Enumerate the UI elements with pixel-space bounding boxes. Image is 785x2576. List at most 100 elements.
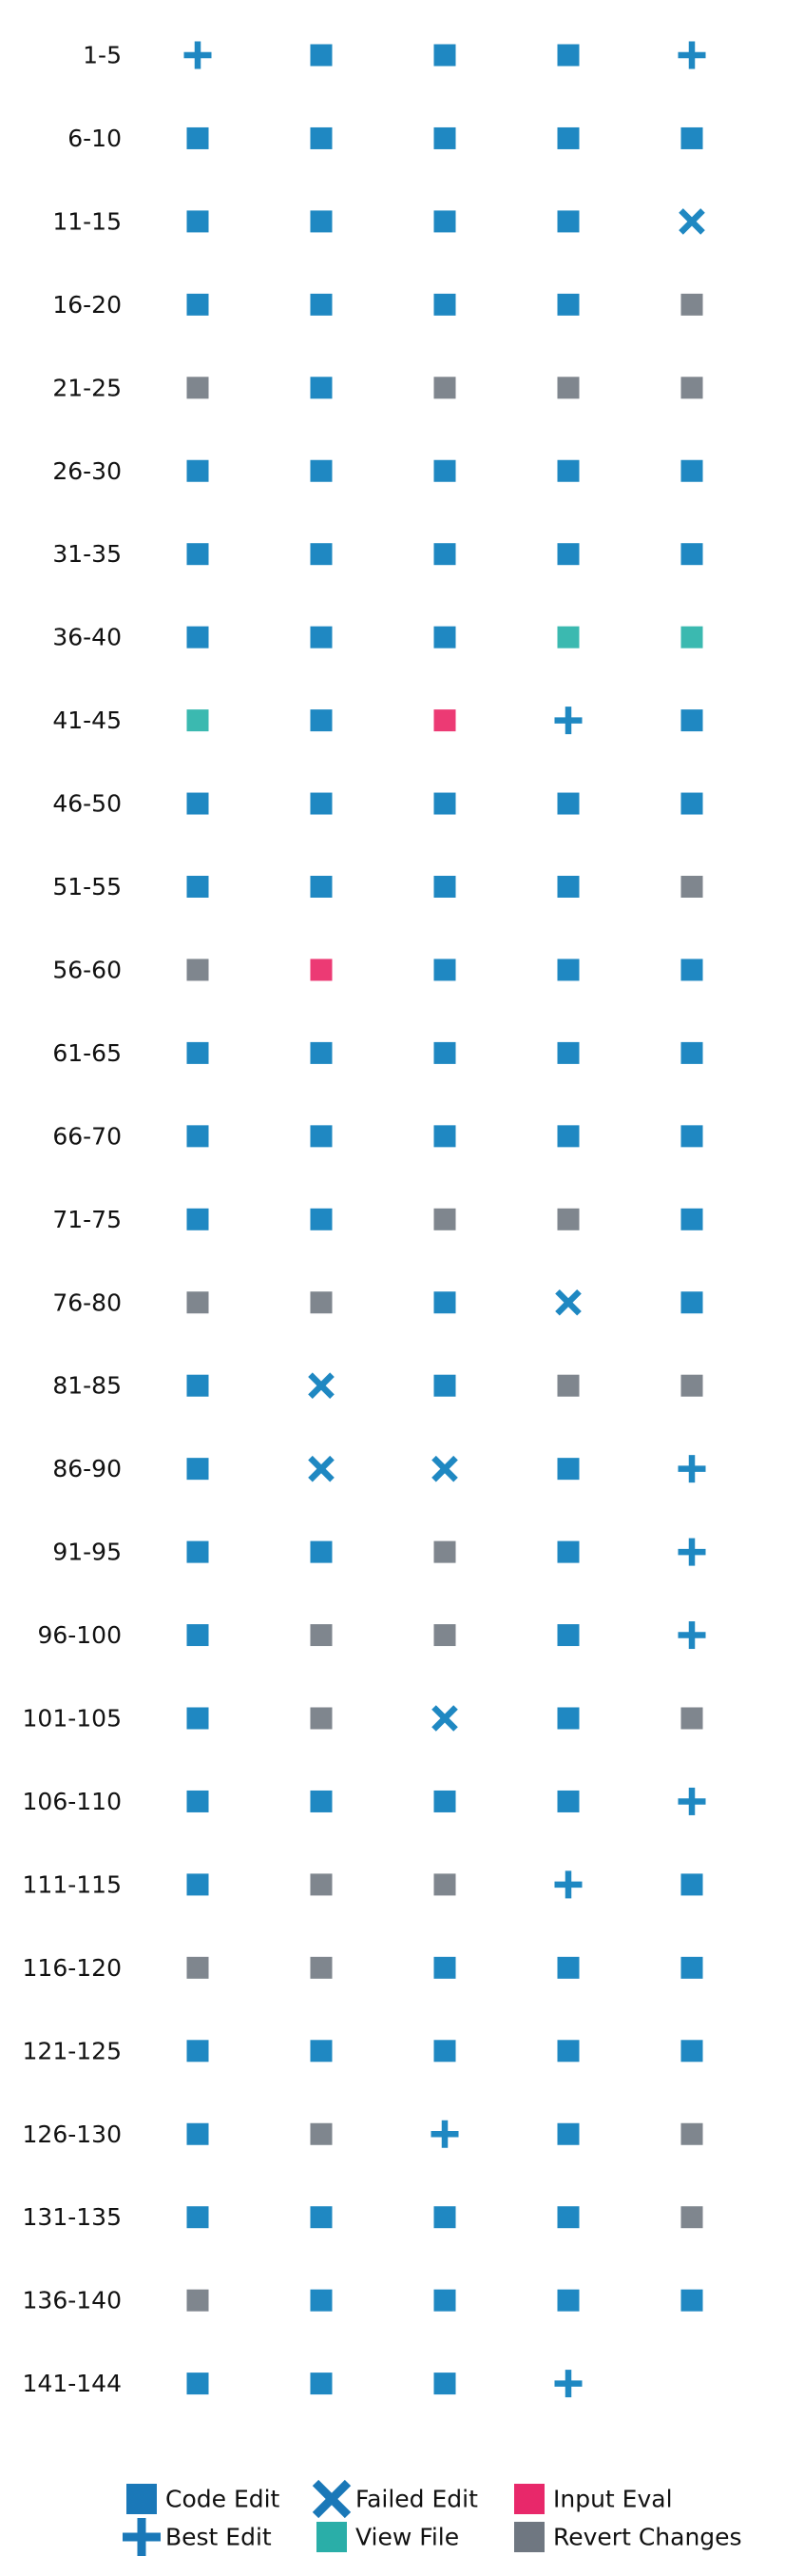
chart-rows: 1-5 6-10 11-15 16-20 21-25 26-30 31-35 36-40 41-… [23,41,706,2398]
cell-marker-revert [433,1873,456,1896]
row-label: 61-65 [52,1039,122,1067]
chart-row: 141-144 [23,2370,583,2398]
legend-marker-best [123,2518,161,2556]
cell-marker-revert [186,1291,209,1314]
cell-marker-code [433,1374,456,1397]
cell-marker-code [557,1790,580,1812]
cell-marker-revert [680,2122,703,2145]
row-label: 11-15 [52,207,122,235]
cell-marker-code [433,792,456,815]
cell-marker-code [310,210,333,233]
row-label: 86-90 [52,1455,122,1482]
cell-marker-code [680,792,703,815]
cell-marker-code [310,2289,333,2312]
cell-marker-code [186,2206,209,2229]
legend-item-failed: Failed Edit [312,2479,478,2519]
cell-marker-code [557,293,580,316]
cell-marker-code [557,1041,580,1064]
cell-marker-code [680,126,703,149]
chart-row: 31-35 [52,540,703,568]
cell-marker-code [310,709,333,732]
cell-marker-code [433,293,456,316]
cell-marker-code [433,626,456,649]
cell-marker-code [186,1790,209,1812]
cell-marker-code [433,2206,456,2229]
cell-marker-revert [433,1624,456,1647]
cell-marker-code [680,543,703,566]
cell-marker-code [557,1540,580,1563]
cell-marker-code [557,792,580,815]
cell-marker-code [557,126,580,149]
cell-marker-code [433,210,456,233]
cell-marker-code [310,44,333,67]
legend-item-best: Best Edit [123,2518,272,2556]
chart-row: 51-55 [52,873,703,901]
chart-row: 136-140 [23,2287,703,2315]
cell-marker-code [310,1208,333,1230]
cell-marker-code [186,792,209,815]
cell-marker-code [557,2040,580,2063]
cell-marker-code [310,1125,333,1148]
cell-marker-revert [433,1540,456,1563]
cell-marker-code [433,543,456,566]
cell-marker-code [680,1873,703,1896]
cell-marker-code [433,44,456,67]
cell-marker-code [310,1540,333,1563]
cell-marker-code [186,543,209,566]
cell-marker-view [557,626,580,649]
cell-marker-code [557,44,580,67]
legend-marker-revert [514,2522,545,2552]
cell-marker-code [186,293,209,316]
legend-marker-failed [312,2479,352,2519]
row-label: 111-115 [23,1870,122,1898]
row-label: 66-70 [52,1122,122,1150]
cell-marker-code [310,792,333,815]
cell-marker-code [310,626,333,649]
legend-item-view: View File [316,2522,459,2552]
cell-marker-code [186,1540,209,1563]
cell-marker-code [433,1291,456,1314]
chart-row: 16-20 [52,291,703,319]
cell-marker-code [680,1956,703,1979]
cell-marker-best [554,2370,583,2398]
cell-marker-failed [431,1455,458,1482]
chart-row: 56-60 [52,956,703,983]
cell-marker-revert [557,377,580,399]
cell-marker-code [433,959,456,981]
row-label: 36-40 [52,624,122,651]
cell-marker-best [678,1621,706,1650]
cell-marker-code [433,1790,456,1812]
cell-marker-input [310,959,333,981]
cell-marker-failed [308,1372,335,1399]
cell-marker-revert [557,1374,580,1397]
cell-marker-revert [186,2289,209,2312]
cell-marker-code [680,1208,703,1230]
cell-marker-code [186,1873,209,1896]
chart-row: 101-105 [23,1705,703,1733]
legend-item-revert: Revert Changes [514,2522,742,2552]
legend-label: Best Edit [165,2524,272,2551]
cell-marker-code [186,210,209,233]
row-label: 41-45 [52,707,122,734]
cell-marker-code [186,2122,209,2145]
chart-row: 111-115 [23,1870,703,1899]
cell-marker-code [310,2206,333,2229]
cell-marker-view [680,626,703,649]
cell-marker-revert [310,1873,333,1896]
chart-row: 41-45 [52,707,703,735]
cell-marker-code [310,2040,333,2063]
row-label: 1-5 [83,42,122,69]
cell-marker-code [186,1458,209,1481]
cell-marker-code [557,1458,580,1481]
row-label: 141-144 [23,2370,122,2397]
row-label: 6-10 [67,125,122,152]
cell-marker-code [680,1041,703,1064]
cell-marker-revert [310,1291,333,1314]
cell-marker-code [680,2289,703,2312]
legend-marker-code [126,2484,157,2514]
legend-item-code: Code Edit [126,2484,280,2514]
cell-marker-best [678,1538,706,1566]
row-label: 126-130 [23,2121,122,2148]
cell-marker-best [431,2120,459,2148]
